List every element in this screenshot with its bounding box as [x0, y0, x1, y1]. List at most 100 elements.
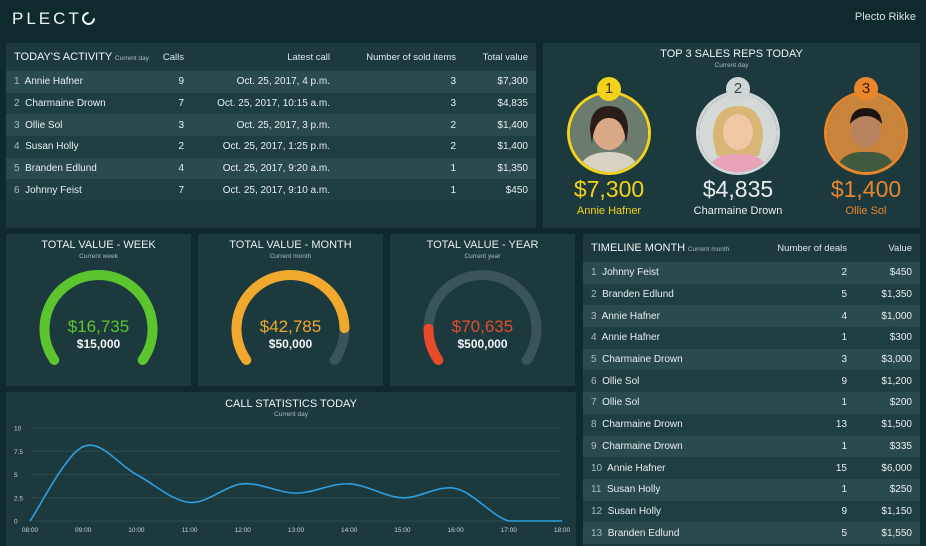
activity-row[interactable]: 6 Johnny Feist 7 Oct. 25, 2017, 9:10 a.m. 1… [6, 179, 536, 202]
timeline-row[interactable]: 4 Annie Hafner 1 $300 [583, 327, 920, 349]
y-tick-label: 2.5 [14, 495, 23, 502]
rep-name: Johnny Feist [602, 267, 659, 279]
col-total-value: Total value [482, 51, 528, 63]
activity-rep: 4 Susan Holly [6, 136, 144, 158]
gauge-month-value: $42,785 [259, 317, 322, 336]
avatar-annie-hafner [567, 91, 651, 175]
col-number-of-deals: Number of deals [777, 242, 847, 254]
rep-name: Charmaine Drown [25, 98, 106, 110]
row-number: 3 [14, 119, 20, 131]
plecto-logo[interactable]: PLECT [12, 9, 98, 29]
value-cell: $335 [855, 435, 920, 458]
x-tick-label: 18:00 [554, 527, 571, 534]
timeline-rep: 3 Annie Hafner [583, 305, 755, 328]
timeline-row[interactable]: 2 Branden Edlund 5 $1,350 [583, 283, 920, 306]
timeline-row[interactable]: 12 Susan Holly 9 $1,150 [583, 500, 920, 523]
row-number: 2 [591, 289, 597, 301]
timeline-row[interactable]: 11 Susan Holly 1 $250 [583, 478, 920, 501]
row-number: 1 [14, 76, 20, 88]
deals-cell: 3 [755, 348, 855, 371]
row-number: 4 [591, 332, 597, 344]
col-value: Value [888, 242, 912, 254]
rep-2[interactable]: $4,835 Charmaine Drown [678, 176, 798, 217]
value-cell: $6,000 [855, 457, 920, 479]
rep-3[interactable]: $1,400 Ollie Sol [806, 176, 926, 217]
timeline-row[interactable]: 7 Ollie Sol 1 $200 [583, 392, 920, 414]
timeline-row[interactable]: 13 Branden Edlund 5 $1,550 [583, 522, 920, 544]
avatar-ollie-sol [824, 91, 908, 175]
rep-name: Susan Holly [606, 484, 661, 496]
rep-name: Charmaine Drown [602, 419, 683, 431]
row-number: 5 [14, 163, 20, 175]
value-cell: $1,150 [855, 500, 920, 523]
value-cell: $1,000 [855, 305, 920, 328]
rep-name: Branden Edlund [25, 163, 97, 175]
value-cell: $450 [855, 262, 920, 284]
timeline-subtitle: Current month [687, 246, 730, 253]
gauge-week-title: TOTAL VALUE - WEEK [41, 239, 156, 251]
gauge-month-target: $50,000 [268, 337, 313, 351]
top-sales-reps-panel: TOP 3 SALES REPS TODAY Current day 1 2 3 [543, 43, 920, 228]
callstats-title: CALL STATISTICS TODAY [225, 398, 357, 410]
rep-name: Susan Holly [25, 141, 79, 153]
timeline-rep: 9 Charmaine Drown [583, 435, 755, 458]
gauge-year-title: TOTAL VALUE - YEAR [426, 239, 539, 251]
gauge-month-dial [231, 270, 350, 365]
activity-rep: 2 Charmaine Drown [6, 92, 144, 115]
row-number: 4 [14, 141, 20, 153]
rep-name: Ollie Sol [602, 397, 640, 409]
activity-row[interactable]: 5 Branden Edlund 4 Oct. 25, 2017, 9:20 a.m… [6, 157, 536, 180]
activity-row[interactable]: 4 Susan Holly 2 Oct. 25, 2017, 1:25 p.m. 2 $… [6, 136, 536, 158]
y-tick-label: 5 [14, 472, 18, 479]
gauge-year-subtitle: Current year [464, 253, 501, 260]
timeline-row[interactable]: 8 Charmaine Drown 13 $1,500 [583, 413, 920, 436]
deals-cell: 5 [755, 283, 855, 306]
gauge-month-title: TOTAL VALUE - MONTH [229, 239, 352, 251]
gauge-week-value: $16,735 [67, 317, 130, 336]
calls-cell: 2 [144, 136, 192, 158]
timeline-table: TIMELINE MONTH Current month Number of d… [583, 234, 920, 544]
gauge-week-panel: TOTAL VALUE - WEEK Current week $16,735 … [6, 234, 191, 386]
timeline-row[interactable]: 5 Charmaine Drown 3 $3,000 [583, 348, 920, 371]
gauge-week-subtitle: Current week [79, 253, 118, 260]
timeline-row[interactable]: 10 Annie Hafner 15 $6,000 [583, 457, 920, 479]
y-tick-label: 0 [14, 519, 18, 526]
rep-3-name: Ollie Sol [845, 205, 887, 217]
x-tick-label: 12:00 [235, 527, 252, 534]
timeline-rep: 7 Ollie Sol [583, 392, 755, 414]
row-number: 12 [591, 505, 603, 517]
rep-name: Annie Hafner [601, 310, 660, 322]
rep-name: Charmaine Drown [602, 440, 683, 452]
deals-cell: 1 [755, 327, 855, 349]
x-tick-label: 13:00 [288, 527, 305, 534]
x-tick-label: 09:00 [75, 527, 92, 534]
timeline-row[interactable]: 1 Johnny Feist 2 $450 [583, 262, 920, 284]
rep-2-amount: $4,835 [702, 176, 774, 202]
activity-row[interactable]: 2 Charmaine Drown 7 Oct. 25, 2017, 10:15 a… [6, 92, 536, 115]
rep-1[interactable]: $7,300 Annie Hafner [549, 176, 669, 217]
sold-items-cell: 3 [338, 92, 464, 115]
rep-name: Charmaine Drown [602, 354, 683, 366]
row-number: 3 [591, 310, 597, 322]
activity-rep: 1 Annie Hafner [6, 71, 144, 93]
activity-row[interactable]: 3 Ollie Sol 3 Oct. 25, 2017, 3 p.m. 2 $1,400 [6, 114, 536, 137]
rep-name: Johnny Feist [25, 184, 82, 196]
col-sold-items: Number of sold items [366, 51, 456, 63]
timeline-row[interactable]: 9 Charmaine Drown 1 $335 [583, 435, 920, 458]
x-tick-label: 08:00 [22, 527, 39, 534]
timeline-row[interactable]: 6 Ollie Sol 9 $1,200 [583, 370, 920, 393]
top3-title: TOP 3 SALES REPS TODAY [660, 48, 803, 60]
gauge-week-target: $15,000 [76, 337, 121, 351]
latest-call-cell: Oct. 25, 2017, 10:15 a.m. [192, 92, 338, 115]
deals-cell: 5 [755, 522, 855, 544]
calls-cell: 7 [144, 92, 192, 115]
row-number: 7 [591, 397, 597, 409]
calls-cell: 7 [144, 179, 192, 202]
col-latest-call: Latest call [287, 51, 330, 63]
value-cell: $200 [855, 392, 920, 414]
user-name[interactable]: Plecto Rikke [854, 11, 916, 23]
sold-items-cell: 2 [338, 136, 464, 158]
timeline-title: TIMELINE MONTH [591, 242, 686, 254]
activity-row[interactable]: 1 Annie Hafner 9 Oct. 25, 2017, 4 p.m. 3 $7,… [6, 71, 536, 93]
timeline-row[interactable]: 3 Annie Hafner 4 $1,000 [583, 305, 920, 328]
